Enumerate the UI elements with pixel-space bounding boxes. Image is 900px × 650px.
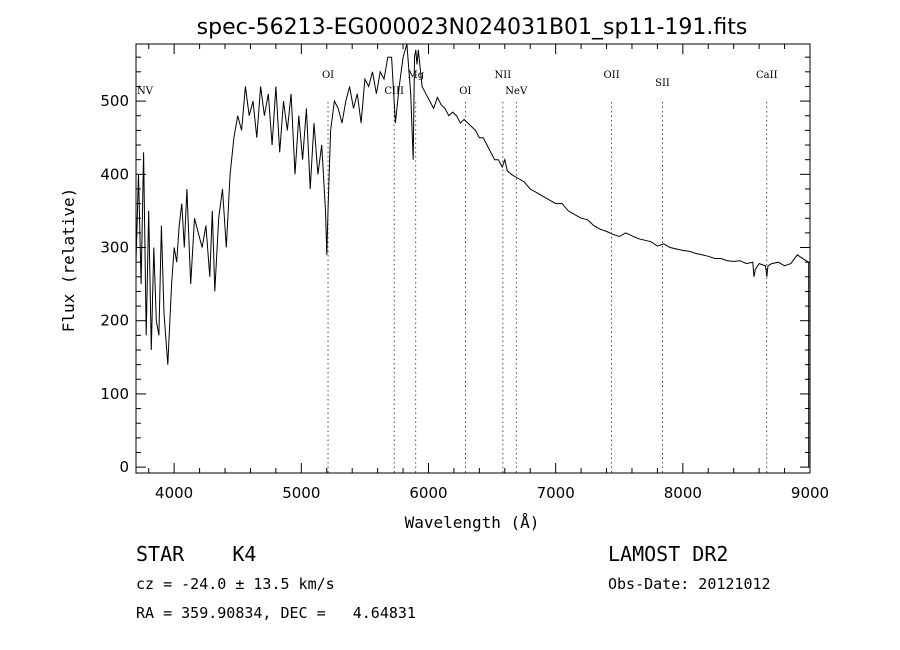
x-tick-label: 9000 [791, 484, 829, 502]
y-tick-label: 100 [100, 385, 129, 403]
survey-label: LAMOST DR2 [608, 542, 729, 566]
observation-date-text: Obs-Date: 20121012 [608, 575, 771, 593]
plot-frame [135, 43, 811, 474]
emission-line-label: NeV [505, 86, 528, 97]
x-axis-label: Wavelength (Å) [405, 513, 540, 532]
spectrum-chart: spec-56213-EG000023N024031B01_sp11-191.f… [59, 15, 829, 532]
x-tick-label: 4000 [155, 484, 193, 502]
emission-line-label: CIII [384, 86, 404, 97]
x-tick-label: 7000 [537, 484, 575, 502]
emission-line-label: CaII [756, 70, 778, 81]
y-tick-label: 400 [100, 165, 129, 183]
y-tick-label: 300 [100, 239, 129, 257]
emission-line-label: NV [137, 86, 154, 97]
emission-line-label: OI [322, 70, 334, 81]
emission-line-label: SII [655, 78, 670, 89]
x-tick-label: 5000 [282, 484, 320, 502]
axis-ticks: 4000 5000 6000 7000 8000 9000 0 100 200 300 400 500 [100, 44, 829, 502]
y-tick-label: 0 [119, 458, 129, 476]
emission-line-label: OI [459, 86, 471, 97]
y-tick-label: 500 [100, 92, 129, 110]
emission-line-label: NII [495, 70, 512, 81]
y-axis-label: Flux (relative) [59, 188, 78, 333]
y-tick-label: 200 [100, 312, 129, 330]
emission-line-label: Mg [407, 70, 424, 81]
x-tick-label: 6000 [409, 484, 447, 502]
object-class-label: STAR K4 [136, 542, 257, 566]
coordinates-text: RA = 359.90834, DEC = 4.64831 [136, 604, 416, 622]
chart-title: spec-56213-EG000023N024031B01_sp11-191.f… [197, 15, 748, 40]
emission-line-label: OII [604, 70, 620, 81]
spectrum-series-line [135, 43, 810, 468]
x-tick-label: 8000 [664, 484, 702, 502]
redshift-velocity-text: cz = -24.0 ± 13.5 km/s [136, 575, 335, 593]
